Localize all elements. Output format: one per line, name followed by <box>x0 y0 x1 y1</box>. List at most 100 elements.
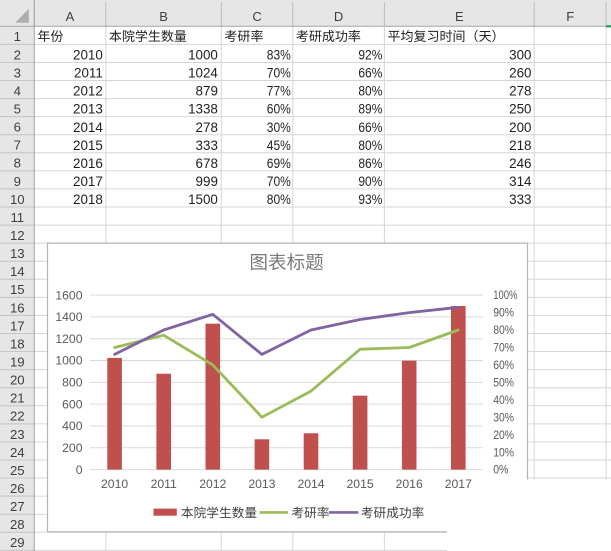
svg-text:18: 18 <box>10 336 25 351</box>
svg-text:25: 25 <box>10 463 25 478</box>
svg-text:89%: 89% <box>358 102 382 117</box>
svg-text:40%: 40% <box>493 394 514 407</box>
svg-text:77%: 77% <box>267 84 291 99</box>
svg-text:29: 29 <box>10 535 25 550</box>
svg-text:70%: 70% <box>267 174 291 189</box>
svg-text:80%: 80% <box>358 138 382 153</box>
svg-text:278: 278 <box>196 120 218 135</box>
svg-text:800: 800 <box>62 376 83 390</box>
svg-text:879: 879 <box>196 84 218 99</box>
svg-text:1024: 1024 <box>188 66 218 81</box>
svg-text:678: 678 <box>196 156 218 171</box>
svg-text:1000: 1000 <box>55 354 82 368</box>
svg-text:19: 19 <box>10 355 25 370</box>
svg-text:200: 200 <box>62 441 83 455</box>
svg-text:7: 7 <box>14 138 21 153</box>
svg-text:28: 28 <box>10 517 25 532</box>
svg-text:90%: 90% <box>493 307 514 320</box>
svg-text:80%: 80% <box>358 84 382 99</box>
svg-text:45%: 45% <box>267 138 291 153</box>
svg-text:60%: 60% <box>267 102 291 117</box>
svg-text:E: E <box>455 9 464 24</box>
svg-text:333: 333 <box>196 138 218 153</box>
svg-text:2013: 2013 <box>248 477 275 491</box>
svg-text:66%: 66% <box>358 66 382 81</box>
svg-text:1000: 1000 <box>188 48 218 63</box>
svg-text:D: D <box>334 9 343 24</box>
svg-text:13: 13 <box>10 246 25 261</box>
svg-text:1: 1 <box>14 29 21 44</box>
svg-text:218: 218 <box>509 138 531 153</box>
svg-text:20%: 20% <box>493 429 514 442</box>
svg-text:11: 11 <box>10 210 24 225</box>
svg-text:30%: 30% <box>267 120 291 135</box>
svg-text:200: 200 <box>509 120 531 135</box>
svg-text:2018: 2018 <box>73 192 103 207</box>
svg-text:1400: 1400 <box>55 310 82 324</box>
svg-text:2017: 2017 <box>73 174 103 189</box>
svg-text:999: 999 <box>196 174 218 189</box>
svg-text:3: 3 <box>14 65 21 80</box>
svg-text:21: 21 <box>10 391 25 406</box>
svg-text:600: 600 <box>62 397 83 411</box>
svg-text:92%: 92% <box>358 48 382 63</box>
svg-text:2014: 2014 <box>297 477 324 491</box>
svg-text:10: 10 <box>10 192 25 207</box>
svg-text:14: 14 <box>10 264 25 279</box>
svg-text:2: 2 <box>14 47 21 62</box>
svg-text:2011: 2011 <box>74 66 103 81</box>
svg-text:250: 250 <box>509 102 531 117</box>
svg-text:24: 24 <box>10 445 25 460</box>
svg-text:1600: 1600 <box>55 288 82 302</box>
svg-text:15: 15 <box>10 282 25 297</box>
svg-text:70%: 70% <box>267 66 291 81</box>
svg-text:80%: 80% <box>493 324 514 337</box>
svg-text:5: 5 <box>14 102 21 117</box>
svg-text:93%: 93% <box>358 192 382 207</box>
svg-text:2016: 2016 <box>396 477 423 491</box>
svg-text:2015: 2015 <box>347 477 374 491</box>
svg-text:2014: 2014 <box>73 120 103 135</box>
svg-text:0%: 0% <box>493 464 508 477</box>
svg-text:1338: 1338 <box>188 102 218 117</box>
svg-text:2013: 2013 <box>73 102 103 117</box>
svg-text:30%: 30% <box>493 411 514 424</box>
svg-text:0: 0 <box>76 463 83 477</box>
svg-text:2010: 2010 <box>73 48 103 63</box>
svg-text:50%: 50% <box>493 377 514 390</box>
svg-text:F: F <box>566 9 574 24</box>
svg-text:2016: 2016 <box>73 156 103 171</box>
svg-text:1200: 1200 <box>55 332 82 346</box>
svg-text:2017: 2017 <box>445 477 472 491</box>
svg-text:246: 246 <box>509 156 531 171</box>
svg-text:80%: 80% <box>267 192 291 207</box>
svg-text:4: 4 <box>14 83 21 98</box>
svg-text:66%: 66% <box>358 120 382 135</box>
svg-text:2011: 2011 <box>151 477 177 491</box>
svg-text:6: 6 <box>14 120 21 135</box>
svg-text:400: 400 <box>62 419 83 433</box>
svg-text:70%: 70% <box>493 342 514 355</box>
svg-text:278: 278 <box>509 84 531 99</box>
svg-text:2012: 2012 <box>73 84 103 99</box>
svg-text:60%: 60% <box>493 359 514 372</box>
svg-text:2012: 2012 <box>199 477 226 491</box>
svg-text:23: 23 <box>10 427 25 442</box>
svg-text:17: 17 <box>10 318 25 333</box>
svg-text:90%: 90% <box>358 174 382 189</box>
svg-text:86%: 86% <box>358 156 382 171</box>
svg-text:2015: 2015 <box>73 138 103 153</box>
svg-text:333: 333 <box>509 192 531 207</box>
svg-text:20: 20 <box>10 373 25 388</box>
svg-text:10%: 10% <box>493 446 514 459</box>
svg-text:27: 27 <box>10 499 25 514</box>
svg-text:314: 314 <box>509 174 532 189</box>
svg-text:260: 260 <box>509 66 531 81</box>
svg-text:12: 12 <box>10 228 25 243</box>
svg-text:2010: 2010 <box>101 477 128 491</box>
svg-text:69%: 69% <box>267 156 291 171</box>
svg-text:C: C <box>252 9 261 24</box>
svg-text:9: 9 <box>14 174 21 189</box>
svg-text:26: 26 <box>10 481 25 496</box>
svg-text:1500: 1500 <box>188 192 218 207</box>
